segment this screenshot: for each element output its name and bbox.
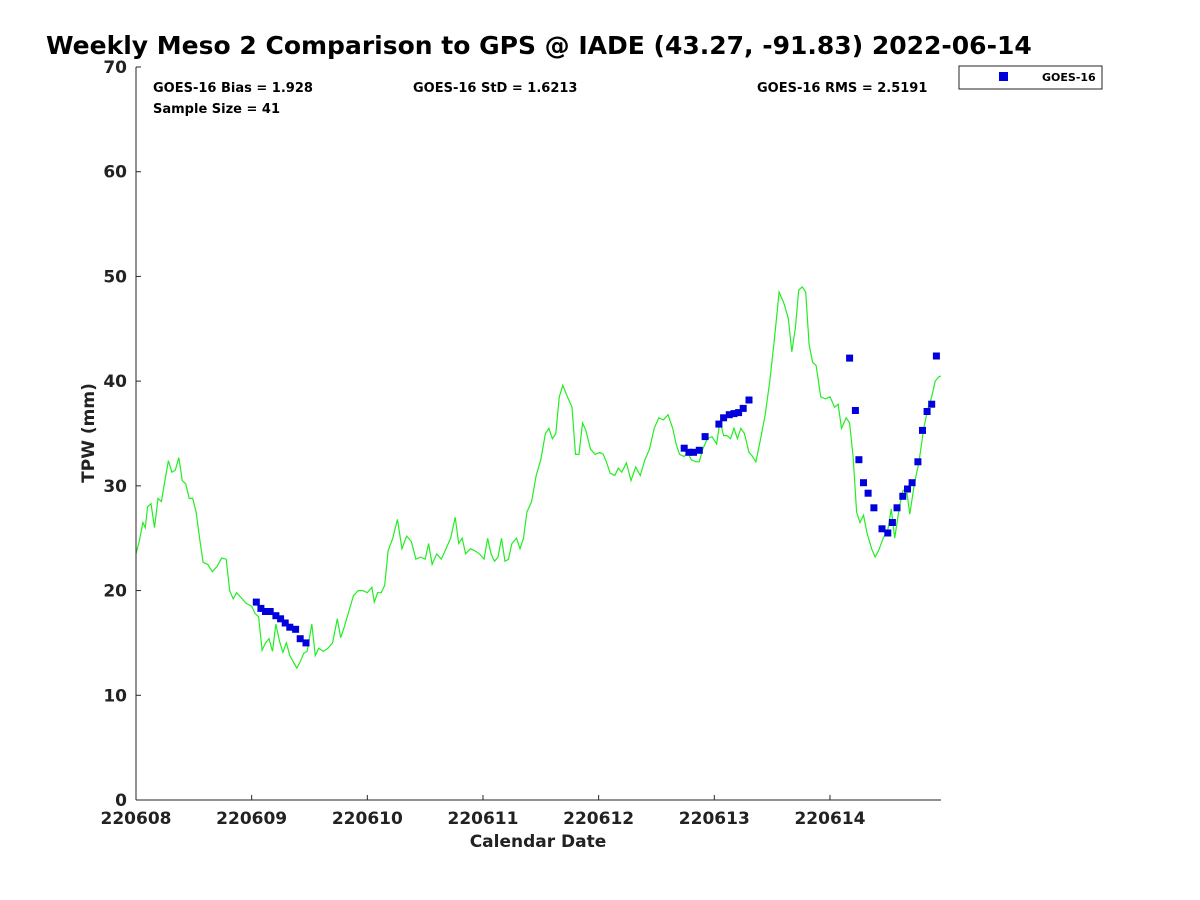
goes-16-point [919, 426, 926, 434]
goes-16-point [277, 615, 285, 623]
goes-16-point [864, 489, 872, 497]
x-tick-label: 220612 [563, 809, 634, 829]
goes-16-point [292, 625, 300, 633]
y-ticks: 0 10 20 30 40 50 60 70 [103, 58, 141, 811]
goes-16-point [690, 448, 697, 456]
goes-16-series [252, 352, 940, 647]
plot-area [136, 67, 941, 800]
goes-16-point [720, 414, 728, 422]
goes-16-point [908, 479, 916, 487]
goes-16-point [715, 420, 723, 428]
legend-box [958, 65, 1103, 90]
goes-16-point [846, 354, 854, 362]
goes-16-point [923, 408, 931, 415]
stat-rms: GOES-16 RMS = 2.5191 [757, 81, 927, 96]
goes-16-point [855, 456, 863, 464]
axes [135, 67, 941, 801]
y-axis-label: TPW (mm) [79, 383, 99, 483]
goes-16-point [914, 458, 922, 466]
goes-16-point [932, 352, 940, 360]
x-axis-label: Calendar Date [470, 832, 607, 852]
goes-16-point [302, 639, 310, 647]
x-tick-label: 220609 [216, 809, 287, 829]
goes-16-point [680, 444, 688, 452]
y-tick-label: 60 [103, 163, 127, 183]
goes-16-point [860, 479, 867, 487]
goes-16-point [257, 604, 265, 612]
x-tick-label: 220610 [332, 809, 403, 829]
goes-16-point [745, 396, 753, 404]
stat-std: GOES-16 StD = 1.6213 [413, 81, 577, 96]
x-tick-label: 220611 [447, 809, 518, 829]
x-tick-label: 220608 [101, 809, 172, 829]
goes-16-point [252, 598, 260, 606]
chart-title: Weekly Meso 2 Comparison to GPS @ IADE (… [46, 31, 1032, 60]
goes-16-point [296, 635, 304, 643]
gps-series [135, 285, 942, 670]
goes-16-point [266, 608, 274, 615]
legend: GOES-16 [958, 65, 1103, 90]
goes-16-point [725, 411, 733, 419]
stats-box: GOES-16 Bias = 1.928 GOES-16 StD = 1.621… [153, 81, 927, 117]
goes-16-point [272, 612, 280, 620]
legend-marker-goes-16 [999, 72, 1008, 81]
goes-16-point [904, 485, 911, 493]
x-tick-label: 220613 [679, 809, 750, 829]
y-tick-label: 40 [103, 372, 127, 392]
goes-16-point [262, 608, 269, 615]
stat-bias: GOES-16 Bias = 1.928 [153, 81, 313, 96]
stat-sample-size: Sample Size = 41 [153, 102, 280, 117]
y-tick-label: 70 [103, 58, 127, 78]
goes-16-point [899, 492, 907, 500]
goes-16-point [888, 519, 896, 526]
goes-16-point [851, 407, 859, 414]
y-tick-label: 20 [103, 582, 127, 602]
goes-16-point [870, 504, 878, 512]
goes-16-point [878, 525, 886, 533]
goes-16-point [695, 446, 703, 454]
goes-16-point [739, 404, 747, 412]
goes-16-point [893, 504, 901, 512]
goes-16-point [701, 433, 709, 441]
y-tick-label: 50 [103, 267, 127, 287]
x-tick-label: 220614 [794, 809, 865, 829]
goes-16-point [928, 400, 936, 408]
y-tick-label: 10 [103, 686, 127, 706]
legend-label-goes-16: GOES-16 [1042, 71, 1096, 84]
y-tick-label: 30 [103, 477, 127, 497]
goes-16-point [884, 529, 892, 537]
goes-16-point [286, 623, 294, 631]
goes-16-point [735, 409, 743, 417]
goes-16-point [730, 410, 738, 418]
goes-16-point [281, 619, 289, 627]
y-tick-label: 0 [115, 791, 127, 811]
goes-16-point [685, 448, 693, 456]
gps-line [135, 285, 942, 670]
x-ticks: 220608 220609 220610 220611 220612 220613 2206… [101, 795, 866, 829]
